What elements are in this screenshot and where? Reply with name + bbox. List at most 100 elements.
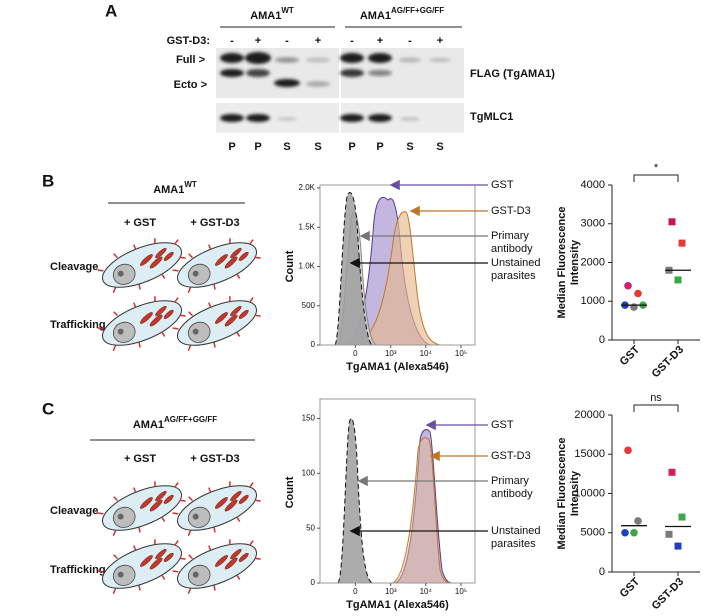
data-point	[634, 289, 642, 298]
parasite	[168, 285, 266, 361]
annotation: parasites	[491, 270, 536, 282]
y-tick-label: 50	[306, 523, 315, 532]
annotation: Unstained	[491, 525, 541, 537]
lane-label: P	[348, 141, 355, 153]
row-label: Ecto >	[174, 79, 207, 91]
y-tick-label: 500	[302, 301, 316, 310]
y-tick-label: 5000	[581, 527, 605, 539]
treatment-sign: -	[408, 35, 412, 47]
parasite	[168, 227, 266, 303]
y-axis-label: Median Fluorescence	[556, 438, 568, 550]
panel-label: C	[42, 399, 54, 418]
y-tick-label: 4000	[581, 179, 605, 191]
x-tick-label: 10³	[385, 587, 397, 596]
header-name: AMA1	[133, 419, 164, 431]
x-tick-label: GST	[618, 344, 643, 369]
data-point	[624, 281, 632, 290]
group-header: AMA1AG/FF+GG/FF	[360, 6, 444, 22]
y-tick-label: 2.0K	[299, 183, 316, 192]
bands	[220, 52, 451, 122]
data-point	[630, 528, 638, 537]
y-tick-label: 0	[599, 566, 605, 578]
y-axis-label: Intensity	[569, 470, 581, 516]
group-header: AMA1WT	[250, 6, 294, 22]
treatment-sign: +	[437, 35, 443, 47]
y-tick-label: 0	[599, 334, 605, 346]
y-axis-label: Count	[284, 476, 296, 508]
parasite	[168, 528, 266, 604]
data-point	[674, 276, 682, 284]
data-point	[668, 218, 676, 226]
signs: - + - + - + - +	[230, 35, 443, 47]
y-tick-label: 1000	[581, 295, 605, 307]
data-point	[634, 517, 642, 525]
histogram-curves	[336, 418, 453, 584]
treatment-sign: +	[377, 35, 383, 47]
x-tick-label: 10⁴	[420, 349, 433, 358]
treatment-label: GST-D3:	[167, 35, 210, 47]
panel-header: AMA1WT	[153, 180, 197, 196]
data-point	[665, 530, 673, 538]
x-tick-label: GST-D3	[650, 576, 687, 613]
header-name: AMA1	[153, 184, 184, 196]
treatment-sign: -	[230, 35, 234, 47]
significance-bracket	[633, 404, 679, 412]
header-sup: WT	[184, 180, 197, 189]
panel-label: B	[42, 171, 54, 190]
x-tick-label: 10⁴	[420, 587, 433, 596]
annotation: antibody	[491, 488, 533, 500]
y-tick-label: 3000	[581, 218, 605, 230]
data-point	[630, 303, 638, 311]
column-label: + GST-D3	[190, 453, 239, 465]
annotation: Unstained	[491, 257, 541, 269]
annotation: GST-D3	[491, 450, 531, 462]
row-label: Cleavage	[50, 505, 98, 517]
annotation: GST	[491, 179, 514, 191]
y-tick-label: 1.0K	[299, 262, 316, 271]
parasite	[93, 528, 191, 604]
annotation: GST	[491, 419, 514, 431]
y-tick-label: 10000	[574, 487, 605, 499]
annotation: parasites	[491, 538, 536, 550]
x-tick-label: 0	[353, 587, 358, 596]
x-tick-label: GST	[618, 576, 643, 601]
y-axis-label: Median Fluorescence	[556, 207, 568, 319]
lane-label: S	[314, 141, 321, 153]
parasite	[93, 285, 191, 361]
parasite	[93, 227, 191, 303]
x-tick-label: 10⁵	[455, 587, 467, 596]
annotation: Primary	[491, 475, 529, 487]
x-tick-label: 10⁵	[455, 349, 467, 358]
parasite	[93, 470, 191, 546]
y-axis-label: Intensity	[569, 239, 581, 285]
lane-label: P	[228, 141, 235, 153]
group-name: AMA1	[360, 10, 391, 22]
x-axis-label: TgAMA1 (Alexa546)	[346, 599, 449, 611]
x-tick-label: 0	[353, 349, 358, 358]
column-label: + GST-D3	[190, 217, 239, 229]
lane-label: P	[376, 141, 383, 153]
y-axis-label: Count	[284, 250, 296, 282]
row-label: Cleavage	[50, 261, 98, 273]
data-point	[668, 468, 676, 476]
group-name: AMA1	[250, 10, 281, 22]
header-sup: AG/FF+GG/FF	[164, 415, 217, 424]
y-tick-label: 15000	[574, 448, 605, 460]
significance-label: *	[654, 162, 659, 174]
x-tick-label: GST-D3	[650, 344, 687, 381]
panel-label: A	[105, 1, 117, 20]
data-point	[621, 528, 629, 537]
lane-label: S	[283, 141, 290, 153]
annotation: GST-D3	[491, 205, 531, 217]
row-label: Trafficking	[50, 564, 106, 576]
y-tick-label: 2000	[581, 256, 605, 268]
y-tick-label: 0	[311, 340, 316, 349]
annotation: Primary	[491, 230, 529, 242]
data-point	[678, 513, 686, 521]
y-tick-label: 1.5K	[299, 222, 316, 231]
column-label: + GST	[124, 453, 156, 465]
data-point	[624, 446, 632, 455]
row-label: Full >	[176, 54, 205, 66]
